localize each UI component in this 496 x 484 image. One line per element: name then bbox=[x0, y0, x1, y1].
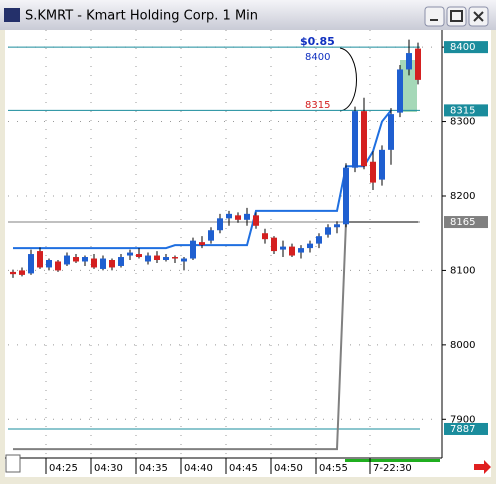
level-box bbox=[444, 216, 488, 229]
y-tick-label: 8200 bbox=[450, 191, 475, 202]
candle-body bbox=[190, 240, 196, 259]
close-button[interactable] bbox=[468, 6, 489, 27]
candle-body bbox=[118, 257, 124, 266]
candle-body bbox=[145, 255, 151, 262]
candle-body bbox=[109, 260, 115, 268]
app-icon bbox=[4, 8, 20, 22]
x-tick-label: 04:50 bbox=[274, 463, 303, 474]
candle-body bbox=[37, 251, 43, 268]
candle-body bbox=[361, 111, 367, 167]
x-tick-label: 04:25 bbox=[49, 463, 78, 474]
candle-body bbox=[262, 233, 268, 240]
candle-body bbox=[343, 167, 349, 225]
candle-body bbox=[28, 254, 34, 274]
session-bar bbox=[345, 459, 440, 462]
level-label: 8400 bbox=[450, 42, 475, 53]
y-tick-label: 7900 bbox=[450, 414, 475, 425]
candle-body bbox=[10, 271, 16, 275]
x-tick-label: 04:35 bbox=[139, 463, 168, 474]
candle-body bbox=[217, 218, 223, 231]
candle-body bbox=[64, 255, 70, 265]
level-label: 7887 bbox=[450, 424, 475, 435]
candle-body bbox=[415, 48, 421, 80]
y-tick-label: 8300 bbox=[450, 117, 475, 128]
candle-body bbox=[154, 255, 160, 261]
candle-body bbox=[46, 260, 52, 268]
annotation: 8315 bbox=[305, 100, 330, 111]
minimize-button[interactable] bbox=[424, 6, 445, 27]
window-title: S.KMRT - Kmart Holding Corp. 1 Min bbox=[25, 9, 258, 24]
annotation: $0.85 bbox=[300, 35, 335, 48]
bracket bbox=[339, 47, 357, 112]
y-tick-label: 8000 bbox=[450, 340, 475, 351]
candle-body bbox=[208, 230, 214, 241]
candle-body bbox=[82, 257, 88, 262]
candle-body bbox=[244, 213, 250, 220]
candle-body bbox=[325, 227, 331, 235]
candle-body bbox=[316, 236, 322, 244]
level-label: 8315 bbox=[450, 105, 475, 116]
level-box bbox=[444, 104, 488, 117]
scroll-box[interactable] bbox=[5, 454, 21, 473]
candle-body bbox=[289, 246, 295, 256]
candle-body bbox=[199, 242, 205, 246]
level-label: 8165 bbox=[450, 217, 475, 228]
candle-body bbox=[226, 213, 232, 219]
x-tick-label: 04:55 bbox=[319, 463, 348, 474]
candle-body bbox=[91, 258, 97, 268]
y-tick-label: 8100 bbox=[450, 265, 475, 276]
candle-body bbox=[163, 257, 169, 261]
candle-body bbox=[379, 149, 385, 180]
candle-body bbox=[307, 243, 313, 249]
candle-body bbox=[19, 270, 25, 275]
candle-body bbox=[298, 248, 304, 253]
x-tick-label: 04:30 bbox=[94, 463, 123, 474]
line-series bbox=[13, 221, 418, 451]
candle-body bbox=[397, 69, 403, 113]
candle-body bbox=[235, 215, 241, 220]
candle-body bbox=[280, 246, 286, 250]
level-box bbox=[444, 41, 488, 54]
candle-body bbox=[181, 258, 187, 262]
level-box bbox=[444, 422, 488, 435]
candle-body bbox=[172, 257, 178, 259]
candle-body bbox=[334, 224, 340, 228]
candle-body bbox=[55, 261, 61, 271]
candle-body bbox=[136, 254, 142, 258]
candle-body bbox=[271, 237, 277, 252]
title-bar bbox=[0, 0, 496, 30]
x-tick-label: 7-22:30 bbox=[373, 463, 412, 474]
candle-body bbox=[127, 252, 133, 256]
chart-background bbox=[5, 30, 491, 477]
x-tick-label: 04:40 bbox=[184, 463, 213, 474]
candle-body bbox=[406, 53, 412, 70]
highlight-box bbox=[400, 60, 417, 112]
candle-body bbox=[352, 111, 358, 168]
candle-body bbox=[370, 161, 376, 183]
candle-body bbox=[100, 258, 106, 269]
x-tick-label: 04:45 bbox=[229, 463, 258, 474]
candle-body bbox=[253, 215, 259, 226]
maximize-button[interactable] bbox=[446, 6, 467, 27]
annotation: 8400 bbox=[305, 52, 330, 63]
scroll-arrow[interactable] bbox=[474, 460, 491, 474]
candle-body bbox=[388, 114, 394, 150]
candle-body bbox=[73, 257, 79, 262]
